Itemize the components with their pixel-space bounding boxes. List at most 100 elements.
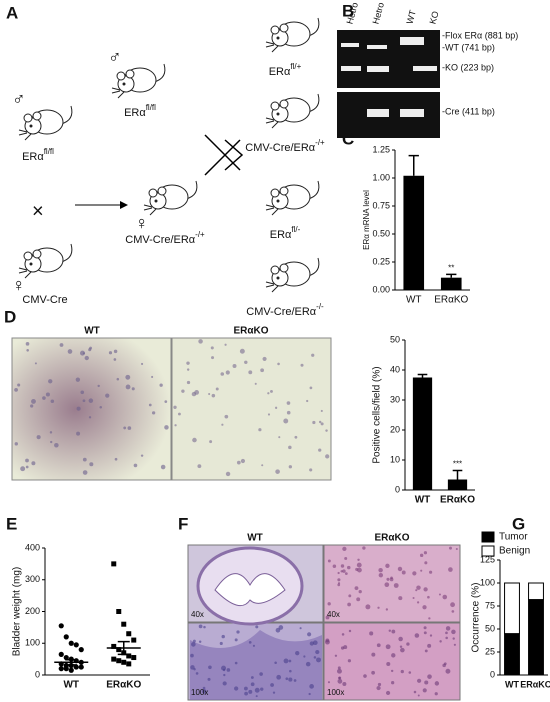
cell [342,569,346,573]
cell [84,355,89,361]
data-point [68,640,74,646]
cell [337,666,341,670]
genotype-label: CMV-Cre/ERα-/- [246,302,324,318]
micrograph [323,544,461,623]
x-tick-label: ERαKO [440,495,475,506]
cell [148,403,152,407]
cell [244,691,248,696]
x-tick-label: ERαKO [434,295,468,306]
mouse-eye [154,199,158,203]
panel-label: A [6,3,18,22]
data-point [63,666,69,672]
cell [365,604,371,610]
y-tick-label: 50 [390,334,400,344]
cell [198,640,202,643]
cell [386,662,391,667]
data-point [68,667,74,673]
cell [244,360,248,365]
cell [226,668,231,672]
genotype-superscript: fl/- [291,225,300,234]
cell [445,626,451,631]
cell [54,442,59,448]
cell [255,695,258,698]
genotype-name: CMV-Cre/ERα [125,234,196,246]
cell [327,602,331,606]
cell [397,566,403,572]
cell [272,691,276,694]
band-label: -Cre (411 bp) [442,106,495,116]
cell [391,681,395,685]
cell [76,406,81,411]
cell [278,436,281,439]
cell [422,688,427,693]
cell [427,674,432,679]
y-tick-label: 0.50 [372,228,390,238]
cell [320,409,323,413]
cell [239,348,245,354]
x-tick-label: WT [63,680,79,691]
y-tick-label: 200 [25,606,40,616]
cell [445,631,448,635]
mouse-icon [265,257,320,293]
mouse-whiskers [111,87,125,99]
cell [293,679,297,682]
cell [309,641,314,646]
cell [336,668,342,674]
cell [424,680,429,685]
mouse-ear [279,186,289,196]
cell [151,375,154,379]
cell [450,602,455,608]
cell [159,383,163,387]
column-header: WT [247,533,263,544]
cell [97,384,100,388]
cell [451,629,456,635]
mouse-whiskers [18,267,32,279]
band-label: -KO (223 bp) [442,62,494,72]
x-tick-label: WT [406,295,422,306]
magnification: 40x [327,610,340,619]
cell [285,677,289,681]
cell [348,594,352,598]
y-tick-label: 10 [390,454,400,464]
mouse-icon [18,105,73,141]
cell [343,645,348,650]
cell [254,382,257,385]
cell [236,460,241,465]
cell [248,640,252,644]
column-header: WT [84,326,100,337]
cell [195,672,199,675]
bar [447,479,468,490]
cell [378,567,383,573]
genotype-superscript: -/- [316,302,324,311]
cell [125,374,131,380]
cell [17,383,21,387]
cell [67,349,73,354]
cell [369,631,374,636]
cell [398,636,403,642]
cell [288,677,293,682]
cell [50,440,53,444]
cell [358,590,362,594]
sex-symbol: ♂ [108,47,122,67]
cell [309,684,314,689]
magnification: 100x [191,688,208,697]
cell [341,633,345,636]
sex-symbol: ♀ [135,213,149,233]
cell [312,420,316,425]
data-point [121,621,127,627]
cell [123,426,127,430]
cell [429,570,433,574]
cell [193,639,196,643]
cell [276,674,282,680]
genotype-name: ERα [270,229,292,241]
cell [211,393,216,398]
cell [88,416,92,419]
cell [337,678,343,684]
mouse-eye [276,276,280,280]
bar [440,277,462,290]
cell [105,393,110,398]
y-tick-label: 25 [485,646,495,656]
mouse-ear [270,25,280,35]
y-tick-label: 30 [390,394,400,404]
mouse-ear [270,265,280,275]
